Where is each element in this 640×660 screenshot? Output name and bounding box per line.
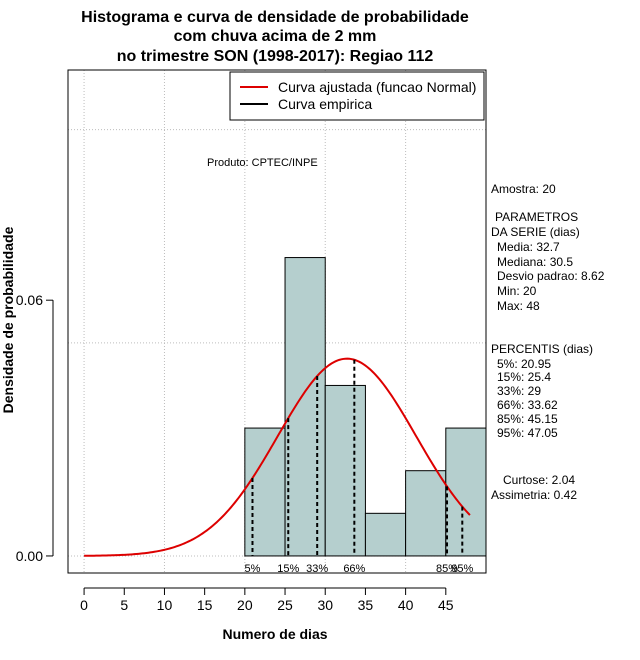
legend-box: [229, 71, 485, 121]
percentil-15: 15%: 25.4: [497, 370, 551, 384]
percentile-label: 15%: [277, 563, 299, 575]
param-min: Min: 20: [497, 284, 537, 298]
param-mediana: Mediana: 30.5: [497, 255, 573, 269]
histogram-bar: [324, 384, 366, 557]
y-tick-label: 0.06: [16, 292, 43, 308]
histogram-bar: [445, 427, 487, 557]
percentil-85: 85%: 45.15: [497, 412, 558, 426]
curtose: Curtose: 2.04: [503, 473, 575, 487]
percentile-lines: 5% 15% 33% 66% 85%95%: [245, 359, 474, 575]
percentil-66: 66%: 33.62: [497, 398, 558, 412]
stats-panel: Amostra: 20 PARAMETROS DA SERIE (dias) M…: [491, 182, 605, 502]
assimetria: Assimetria: 0.42: [491, 488, 577, 502]
sample-size: Amostra: 20: [491, 182, 556, 196]
plot-frame: [67, 69, 487, 574]
percentil-33: 33%: 29: [497, 384, 541, 398]
percentil-5: 5%: 20.95: [497, 357, 551, 371]
param-media: Media: 32.7: [497, 240, 560, 254]
chart-title-line-2: com chuva acima de 2 mm: [174, 28, 377, 45]
chart-title-line-1: Histograma e curva de densidade de proba…: [81, 9, 469, 26]
normal-curve-layer: [84, 357, 471, 557]
percentile-label: 85%: [436, 563, 458, 575]
percentile-label: 66%: [343, 563, 365, 575]
param-max: Max: 48: [497, 299, 540, 313]
histogram-bar: [284, 257, 326, 557]
legend-fitted-label: Curva ajustada (funcao Normal): [278, 79, 476, 95]
percentil-95: 95%: 47.05: [497, 426, 558, 440]
percentile-label: 33%: [306, 563, 328, 575]
x-tick-label: 35: [358, 597, 374, 613]
x-tick-label: 10: [157, 597, 173, 613]
legend-empirical-label: Curva empirica: [278, 96, 372, 112]
percentis-title: PERCENTIS (dias): [491, 342, 593, 356]
params-title: PARAMETROS: [495, 210, 578, 224]
param-desvio: Desvio padrao: 8.62: [497, 269, 605, 283]
x-tick-label: 20: [237, 597, 253, 613]
percentile-label: 5%: [245, 563, 261, 575]
histogram-bar: [364, 512, 407, 557]
percentile-label: 95%: [451, 563, 473, 575]
x-tick-label: 25: [277, 597, 293, 613]
x-tick-label: 15: [197, 597, 213, 613]
chart-title-line-3: no trimestre SON (1998-2017): Regiao 112: [117, 48, 434, 65]
y-axis-label: Densidade de probabilidade: [0, 226, 16, 413]
x-tick-label: 40: [398, 597, 414, 613]
x-tick-label: 30: [317, 597, 333, 613]
axes: 0 5 10 15 20 25 30 35 40 45 0.00 0.06: [16, 292, 454, 613]
y-tick-label: 0.00: [16, 548, 43, 564]
histogram-bar: [244, 427, 286, 557]
normal-curve: [84, 357, 471, 557]
product-annotation: Produto: CPTEC/INPE: [207, 157, 318, 169]
x-axis-label: Numero de dias: [222, 626, 327, 642]
x-tick-label: 5: [120, 597, 128, 613]
legend: Curva ajustada (funcao Normal) Curva emp…: [229, 71, 485, 121]
params-subtitle: DA SERIE (dias): [491, 225, 580, 239]
x-tick-label: 45: [438, 597, 454, 613]
x-tick-label: 0: [80, 597, 88, 613]
histogram-bars: [244, 257, 487, 557]
histogram-bar: [405, 470, 447, 557]
